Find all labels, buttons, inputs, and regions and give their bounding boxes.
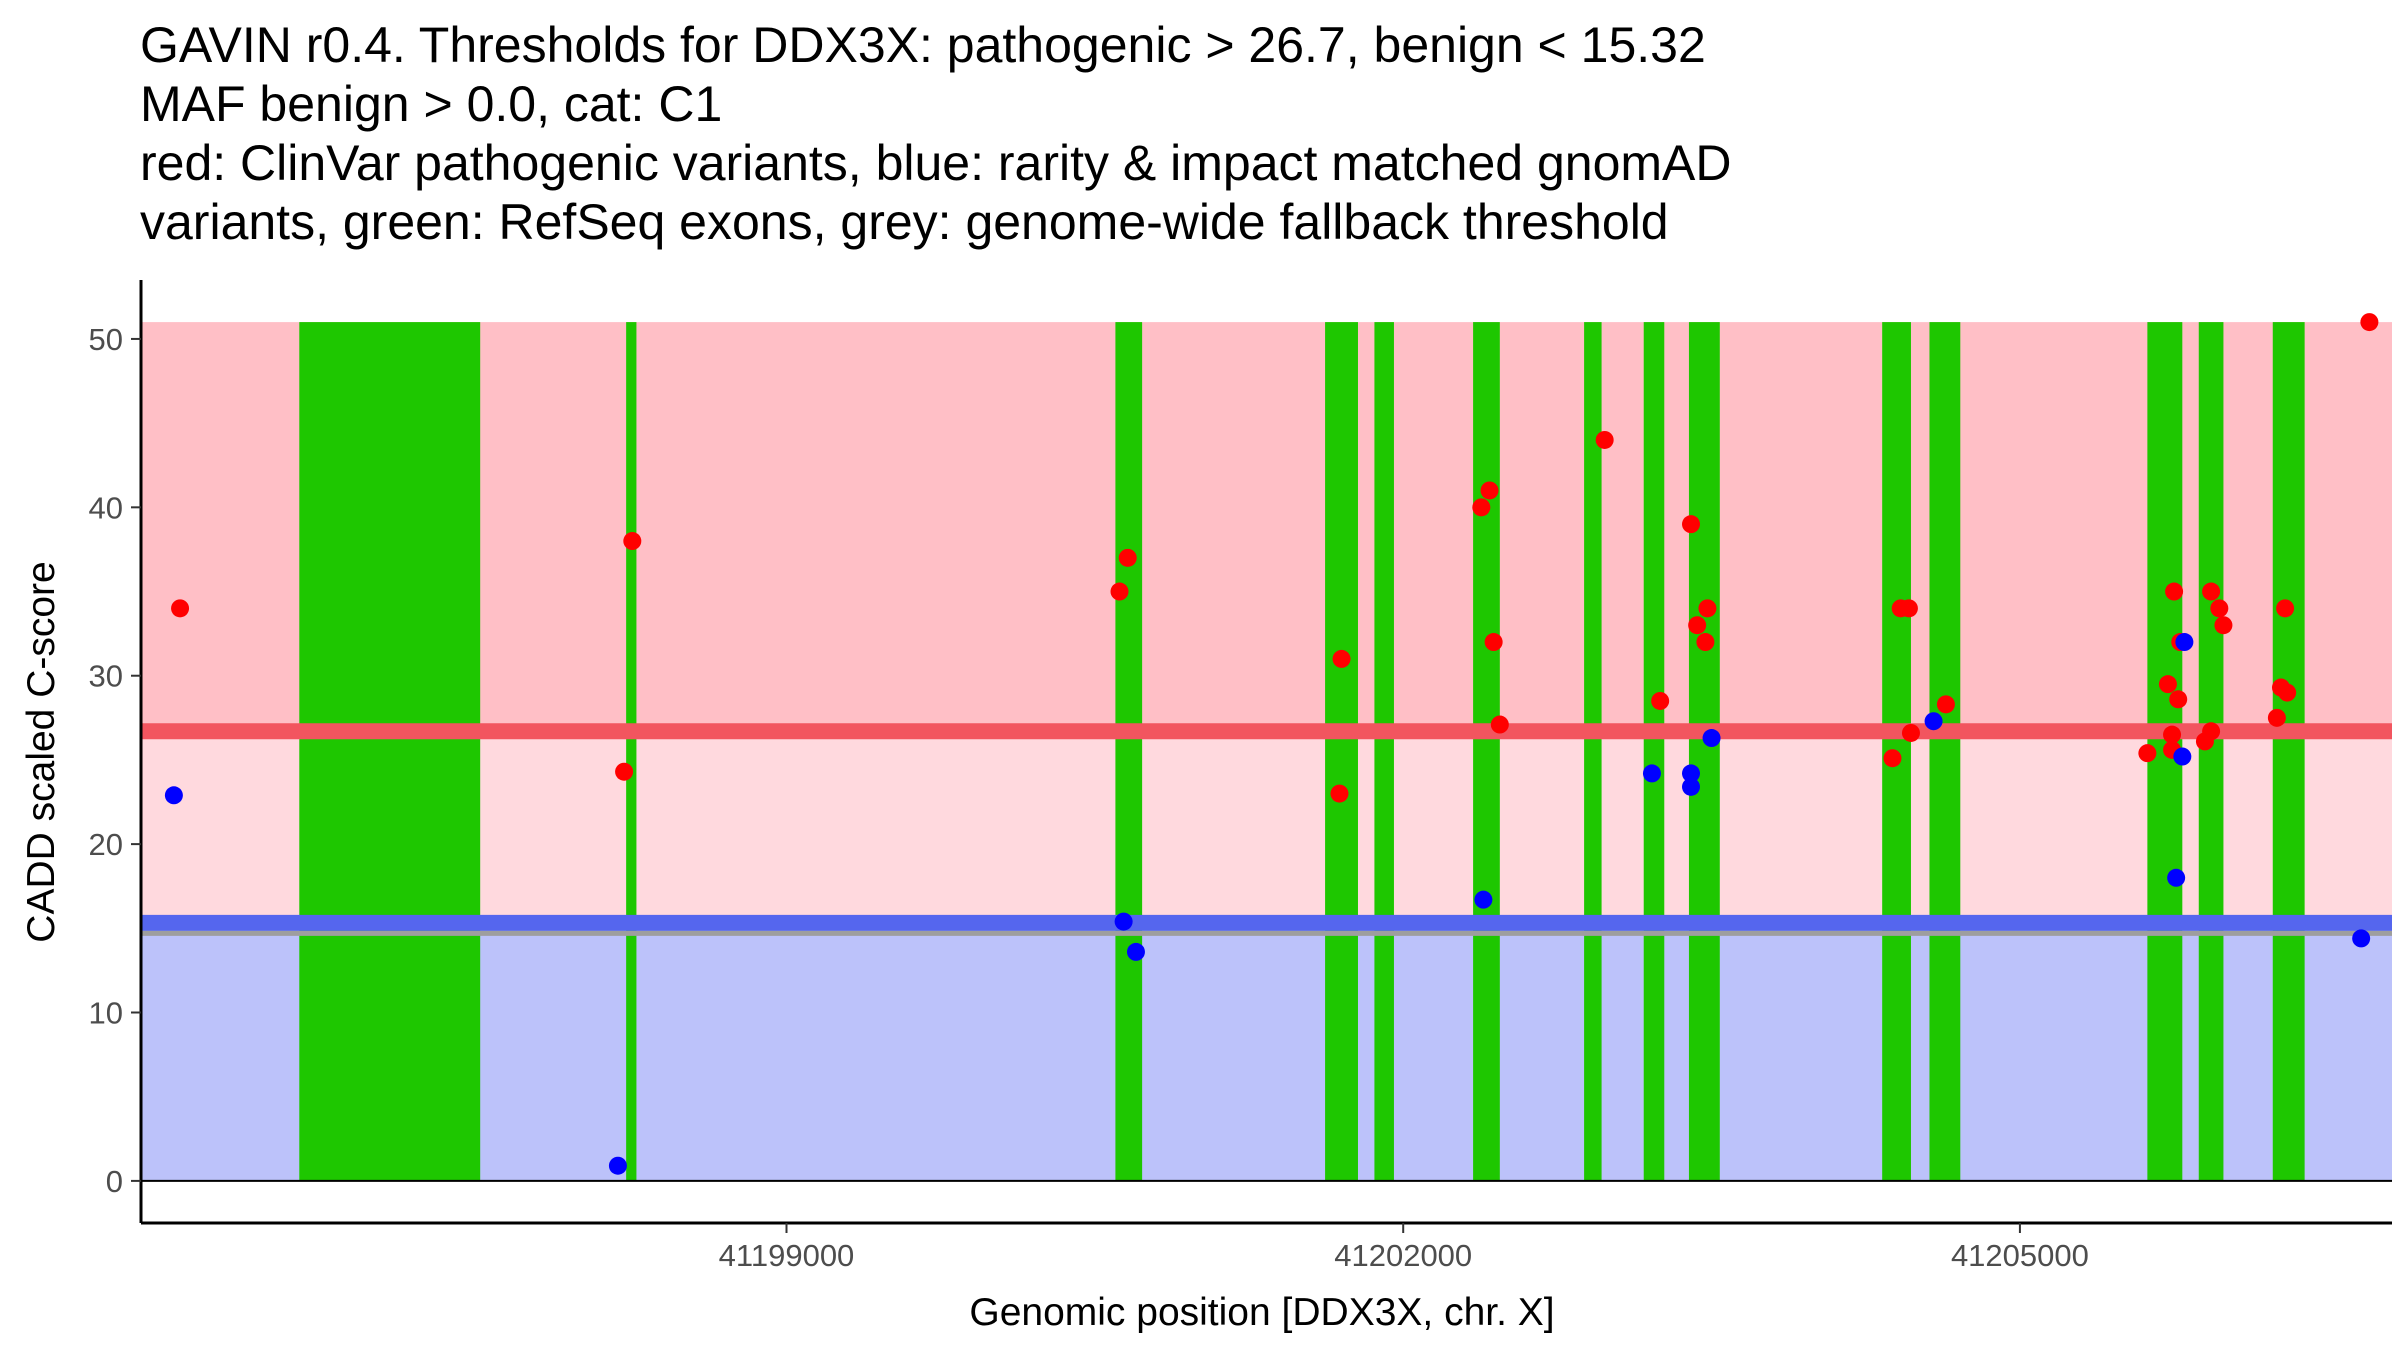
pathogenic-point-8 xyxy=(1472,498,1491,517)
chart-title-line-3: red: ClinVar pathogenic variants, blue: … xyxy=(140,135,1732,191)
pathogenic-point-25 xyxy=(2165,582,2184,601)
pathogenic-point-7 xyxy=(1330,784,1349,803)
pathogenic-point-18 xyxy=(1883,749,1902,768)
benign-point-7 xyxy=(1682,764,1701,783)
exon-bar-4 xyxy=(1325,322,1358,1181)
benign-point-1 xyxy=(164,786,183,805)
pathogenic-point-3 xyxy=(615,762,634,781)
x-tick-label-3: 41205000 xyxy=(1951,1238,2089,1273)
benign-point-13 xyxy=(2175,633,2194,652)
benign-point-4 xyxy=(1126,942,1145,961)
pathogenic-region xyxy=(141,322,2392,732)
exon-bar-7 xyxy=(1584,322,1602,1181)
pathogenic-point-31 xyxy=(2210,599,2229,618)
benign-point-6 xyxy=(1642,764,1661,783)
pathogenic-point-22 xyxy=(1936,695,1955,714)
exon-bar-1 xyxy=(299,322,481,1181)
y-tick-label-4: 30 xyxy=(89,659,123,694)
exon-bar-13 xyxy=(2198,322,2224,1181)
benign-point-9 xyxy=(1702,729,1721,748)
chart-title-line-4: variants, green: RefSeq exons, grey: gen… xyxy=(140,194,1669,250)
pathogenic-point-39 xyxy=(2360,313,2379,332)
exon-bar-9 xyxy=(1688,322,1720,1181)
pathogenic-point-24 xyxy=(2158,675,2177,694)
pathogenic-point-35 xyxy=(2267,708,2286,727)
pathogenic-point-12 xyxy=(1595,430,1614,449)
pathogenic-point-6 xyxy=(1332,649,1351,668)
pathogenic-point-5 xyxy=(1118,548,1137,567)
exon-bar-14 xyxy=(2272,322,2305,1181)
pathogenic-point-13 xyxy=(1651,691,1670,710)
pathogenic-point-16 xyxy=(1698,599,1717,618)
pathogenic-point-1 xyxy=(171,599,190,618)
benign-point-14 xyxy=(2352,929,2371,948)
chart-title-line-1: GAVIN r0.4. Thresholds for DDX3X: pathog… xyxy=(140,17,1706,73)
intermediate-region xyxy=(141,731,2392,923)
exon-bar-3 xyxy=(1115,322,1143,1181)
benign-point-8 xyxy=(1682,777,1701,796)
benign-point-11 xyxy=(2167,868,2186,887)
pathogenic-point-9 xyxy=(1480,481,1499,500)
exon-bar-2 xyxy=(626,322,637,1181)
exon-bar-8 xyxy=(1643,322,1665,1181)
pathogenic-point-2 xyxy=(623,532,642,551)
pathogenic-point-34 xyxy=(2202,722,2221,741)
x-tick-label-2: 41202000 xyxy=(1334,1238,1472,1273)
y-tick-label-5: 40 xyxy=(89,490,123,525)
benign-region xyxy=(141,922,2392,1181)
exon-bar-11 xyxy=(1929,322,1961,1181)
benign-point-2 xyxy=(608,1156,627,1175)
exon-bar-5 xyxy=(1374,322,1394,1181)
chart-title-line-2: MAF benign > 0.0, cat: C1 xyxy=(140,76,723,132)
pathogenic-point-17 xyxy=(1696,633,1715,652)
pathogenic-point-23 xyxy=(2138,744,2157,763)
pathogenic-point-28 xyxy=(2169,690,2188,709)
pathogenic-point-26 xyxy=(2163,725,2182,744)
pathogenic-point-20 xyxy=(1899,599,1918,618)
pathogenic-point-30 xyxy=(2202,582,2221,601)
exon-bar-6 xyxy=(1473,322,1500,1181)
pathogenic-point-14 xyxy=(1682,515,1701,534)
y-tick-label-1: 0 xyxy=(106,1164,123,1199)
benign-point-12 xyxy=(2173,747,2192,766)
y-axis-title: CADD scaled C-score xyxy=(20,561,63,942)
pathogenic-point-15 xyxy=(1688,616,1707,635)
y-tick-label-6: 50 xyxy=(89,322,123,357)
x-tick-label-1: 41199000 xyxy=(719,1238,855,1273)
pathogenic-point-21 xyxy=(1901,723,1920,742)
pathogenic-point-4 xyxy=(1110,582,1129,601)
benign-point-10 xyxy=(1924,712,1943,731)
x-axis-title: Genomic position [DDX3X, chr. X] xyxy=(969,1291,1554,1334)
y-tick-label-3: 20 xyxy=(89,827,123,862)
pathogenic-point-38 xyxy=(2276,599,2295,618)
y-tick-label-2: 10 xyxy=(89,996,123,1031)
pathogenic-point-37 xyxy=(2278,683,2297,702)
pathogenic-point-10 xyxy=(1484,633,1503,652)
benign-point-3 xyxy=(1114,912,1133,931)
benign-point-5 xyxy=(1474,890,1493,909)
pathogenic-point-11 xyxy=(1490,715,1509,734)
pathogenic-point-32 xyxy=(2214,616,2233,635)
